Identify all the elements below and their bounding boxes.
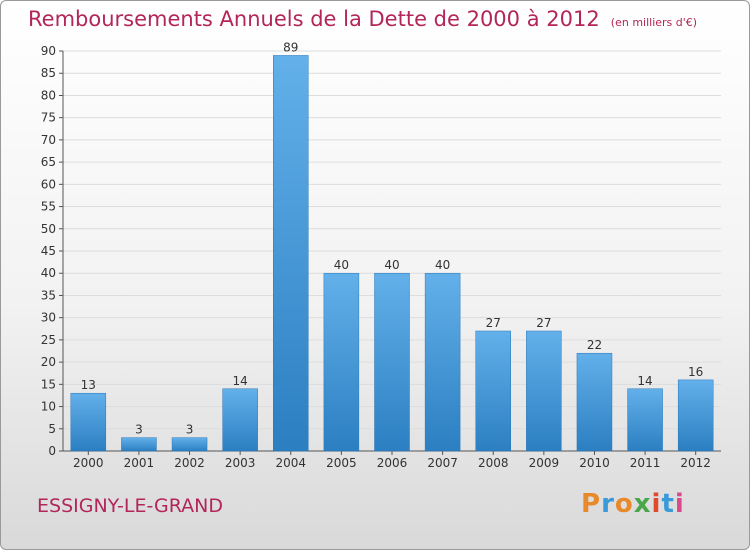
y-tick-label: 55 — [41, 200, 56, 214]
y-tick-label: 35 — [41, 288, 56, 302]
x-tick-label: 2002 — [174, 456, 205, 470]
title-text: Remboursements Annuels de la Dette de 20… — [28, 7, 600, 31]
bar — [677, 379, 714, 452]
x-tick-label: 2001 — [124, 456, 155, 470]
bar — [424, 272, 461, 452]
y-tick-label: 15 — [41, 377, 56, 391]
x-tick-label: 2012 — [680, 456, 711, 470]
proxiti-logo: Proxiti — [581, 489, 685, 519]
data-label: 13 — [81, 378, 96, 392]
bar — [171, 437, 208, 452]
data-label: 40 — [435, 258, 450, 272]
data-label: 14 — [233, 374, 248, 388]
x-tick-label: 2011 — [630, 456, 661, 470]
y-tick-label: 70 — [41, 133, 56, 147]
logo-letter: x — [633, 489, 652, 519]
data-label: 3 — [186, 423, 194, 437]
data-label: 22 — [587, 338, 602, 352]
y-tick-label: 45 — [41, 244, 56, 258]
x-tick-label: 2010 — [579, 456, 610, 470]
bar — [273, 55, 309, 452]
bar — [323, 272, 360, 452]
x-tick-label: 2008 — [478, 456, 509, 470]
x-tick-label: 2000 — [73, 456, 104, 470]
logo-letter: o — [614, 489, 634, 519]
y-tick-label: 0 — [48, 444, 56, 458]
y-tick-label: 50 — [41, 222, 56, 236]
x-tick-label: 2004 — [275, 456, 306, 470]
x-tick-label: 2006 — [377, 456, 408, 470]
data-label: 3 — [135, 423, 143, 437]
x-tick-label: 2009 — [529, 456, 560, 470]
y-tick-label: 5 — [48, 422, 56, 436]
x-tick-label: 2003 — [225, 456, 256, 470]
bar — [374, 272, 410, 452]
bar — [475, 330, 511, 452]
bar — [526, 330, 562, 452]
logo-letter: i — [651, 489, 662, 519]
chart-title: Remboursements Annuels de la Dette de 20… — [28, 7, 697, 31]
y-tick-label: 30 — [41, 311, 56, 325]
unit-note: (en milliers d'€) — [610, 16, 698, 29]
bar — [627, 388, 663, 452]
data-label: 40 — [334, 258, 349, 272]
data-label: 27 — [536, 316, 551, 330]
commune-name: ESSIGNY-LE-GRAND — [37, 495, 224, 517]
y-tick-label: 25 — [41, 333, 56, 347]
logo-letter: i — [674, 489, 685, 519]
logo-letter: t — [661, 489, 675, 519]
logo-letter: r — [601, 489, 615, 519]
bar — [70, 392, 107, 452]
logo-letter: P — [581, 489, 602, 519]
bar — [121, 437, 157, 452]
y-tick-label: 40 — [41, 266, 56, 280]
bar — [222, 388, 258, 452]
data-label: 40 — [384, 258, 399, 272]
data-label: 27 — [486, 316, 501, 330]
x-tick-label: 2005 — [326, 456, 357, 470]
y-tick-label: 85 — [41, 66, 56, 80]
y-tick-label: 75 — [41, 111, 56, 125]
y-tick-label: 80 — [41, 88, 56, 102]
data-label: 89 — [283, 40, 298, 54]
y-tick-label: 20 — [41, 355, 56, 369]
y-tick-label: 60 — [41, 177, 56, 191]
y-tick-label: 10 — [41, 400, 56, 414]
data-label: 16 — [688, 365, 703, 379]
y-tick-label: 90 — [41, 44, 56, 58]
y-tick-label: 65 — [41, 155, 56, 169]
bar — [576, 352, 613, 452]
x-tick-label: 2007 — [427, 456, 458, 470]
data-label: 14 — [637, 374, 652, 388]
